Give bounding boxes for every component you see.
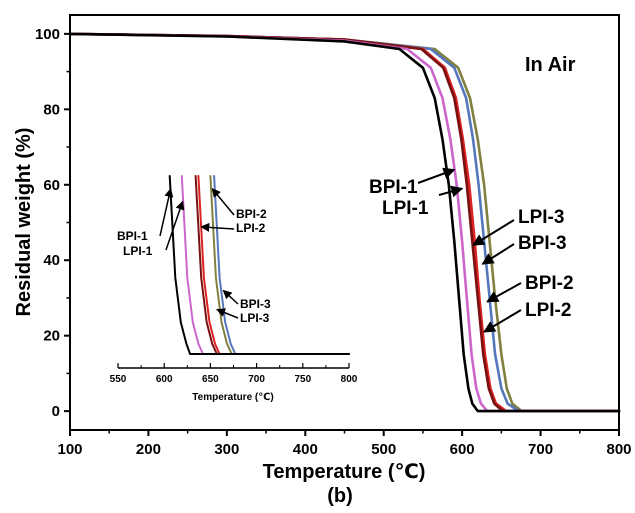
main-annotation-arrow-bpi-1: [417, 167, 456, 184]
inset-annotation-arrow-bpi-3: [222, 289, 239, 305]
inset-annotation-label-lpi-3: LPI-3: [240, 311, 270, 325]
main-annotation-arrow-bpi-2: [486, 282, 522, 303]
inset-x-tick-label: 750: [294, 374, 311, 385]
inset-annotation-label-bpi-2: BPI-2: [236, 207, 267, 221]
inset-x-tick-label: 700: [248, 374, 265, 385]
main-x-tick-label: 200: [136, 441, 161, 458]
main-x-axis-title: Temperature (℃): [263, 461, 426, 483]
inset-x-tick-label: 550: [110, 374, 127, 385]
main-annotation-arrow-lpi-3: [472, 219, 515, 246]
inset-annotation-label-lpi-1: LPI-1: [123, 244, 153, 258]
main-annotation-label-lpi-2: LPI-2: [525, 300, 571, 321]
main-x-tick-label: 600: [450, 441, 475, 458]
main-y-axis-title: Residual weight (%): [13, 128, 35, 317]
main-x-tick-label: 400: [293, 441, 318, 458]
main-series-line-bpi-1: [68, 32, 621, 413]
inset-x-tick-label: 650: [202, 374, 219, 385]
inset-annotation-arrow-bpi-1: [159, 187, 174, 237]
inset-series-line-bpi-2: [213, 175, 350, 355]
main-x-tick-label: 500: [371, 441, 396, 458]
main-y-tick-label: 80: [43, 101, 60, 118]
main-y-tick-label: 60: [43, 177, 60, 194]
main-x-tick-label: 300: [214, 441, 239, 458]
inset-annotation-label-bpi-1: BPI-1: [117, 229, 148, 243]
main-annotation-arrow-bpi-3: [481, 243, 515, 265]
main-annotation-label-lpi-3: LPI-3: [518, 207, 564, 228]
main-annotation-arrow-lpi-2: [483, 309, 522, 333]
main-annotation-label-bpi-2: BPI-2: [525, 273, 574, 294]
main-annotation-arrow-lpi-1: [438, 185, 464, 198]
inset-series-line-lpi-2: [209, 175, 350, 355]
inset-annotation-arrow-lpi-1: [165, 200, 185, 251]
main-y-tick-label: 0: [52, 403, 60, 420]
inset-x-tick-label: 600: [156, 374, 173, 385]
main-x-tick-label: 700: [528, 441, 553, 458]
main-y-tick-label: 100: [35, 26, 60, 43]
main-x-tick-label: 100: [57, 441, 82, 458]
inset-x-tick-label: 800: [341, 374, 358, 385]
inset-x-axis-title: Temperature (℃): [192, 392, 273, 403]
inset-annotation-label-lpi-2: LPI-2: [236, 221, 266, 235]
main-series-line-lpi-3: [68, 32, 621, 413]
inset-annotation-arrow-bpi-2: [211, 188, 235, 216]
inset-series-line-lpi-1: [180, 175, 350, 355]
atmosphere-label: In Air: [525, 54, 576, 76]
main-y-tick-label: 20: [43, 328, 60, 345]
main-annotation-label-bpi-1: BPI-1: [369, 177, 418, 198]
panel-label: (b): [327, 485, 353, 507]
main-x-tick-label: 800: [606, 441, 631, 458]
main-annotation-label-lpi-1: LPI-1: [382, 198, 429, 219]
inset-series-line-bpi-3: [197, 175, 350, 355]
main-y-tick-label: 40: [43, 252, 60, 269]
inset-annotation-label-bpi-3: BPI-3: [240, 297, 271, 311]
inset-annotation-arrow-lpi-2: [200, 222, 235, 232]
inset-annotation-arrow-lpi-3: [216, 308, 239, 319]
inset-series-line-bpi-1: [168, 175, 350, 355]
main-annotation-label-bpi-3: BPI-3: [518, 233, 567, 254]
